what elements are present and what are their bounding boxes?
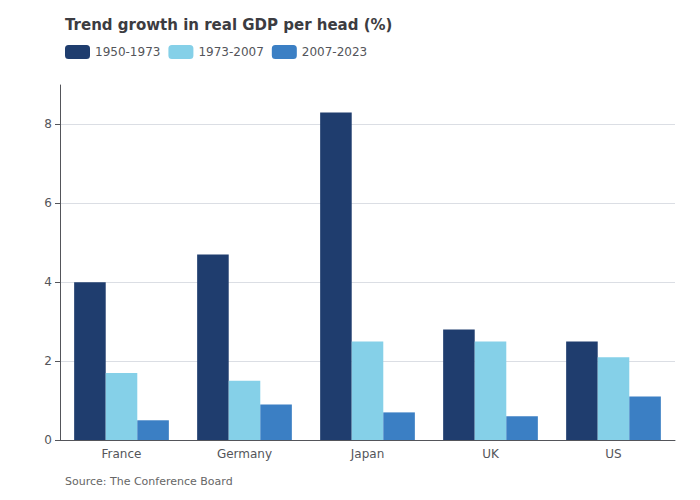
svg-text:Japan: Japan bbox=[350, 447, 384, 461]
svg-text:2: 2 bbox=[44, 354, 52, 368]
svg-text:Source: The Conference Board: Source: The Conference Board bbox=[65, 475, 233, 488]
svg-text:Trend growth in real GDP per h: Trend growth in real GDP per head (%) bbox=[65, 16, 392, 34]
svg-text:France: France bbox=[102, 447, 142, 461]
svg-text:6: 6 bbox=[44, 196, 52, 210]
svg-text:US: US bbox=[605, 447, 621, 461]
svg-text:Germany: Germany bbox=[217, 447, 272, 461]
svg-text:2007-2023: 2007-2023 bbox=[302, 45, 367, 59]
svg-text:4: 4 bbox=[44, 275, 52, 289]
svg-text:UK: UK bbox=[482, 447, 500, 461]
svg-text:0: 0 bbox=[44, 433, 52, 447]
svg-text:8: 8 bbox=[44, 117, 52, 131]
svg-text:1950-1973: 1950-1973 bbox=[95, 45, 160, 59]
svg-text:1973-2007: 1973-2007 bbox=[198, 45, 263, 59]
